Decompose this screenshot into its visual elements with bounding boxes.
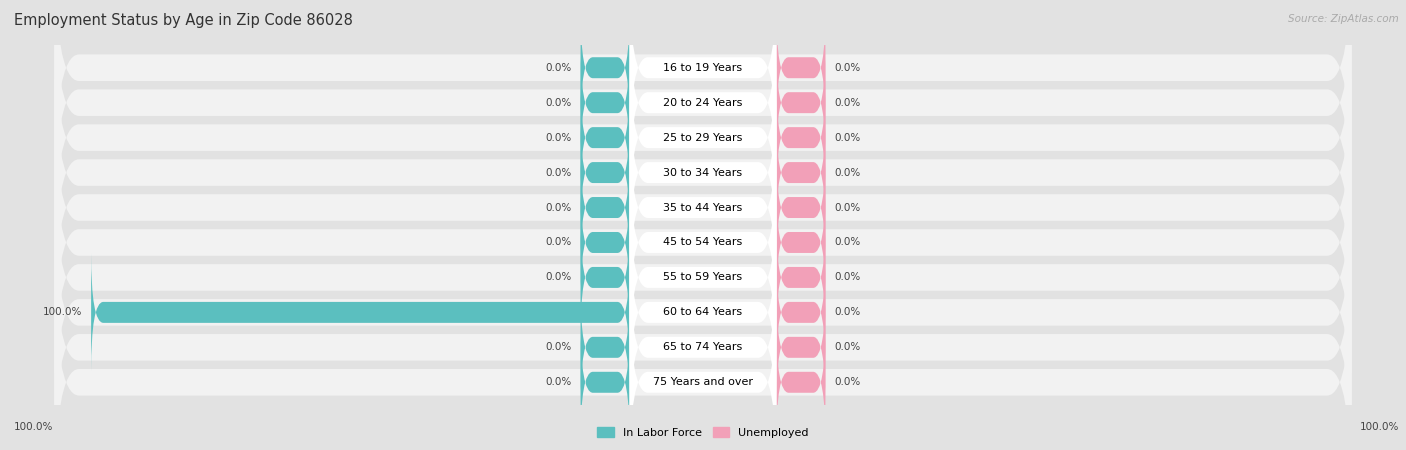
Text: 65 to 74 Years: 65 to 74 Years: [664, 342, 742, 352]
FancyBboxPatch shape: [55, 81, 1351, 334]
Text: 55 to 59 Years: 55 to 59 Years: [664, 272, 742, 283]
FancyBboxPatch shape: [55, 0, 1351, 229]
FancyBboxPatch shape: [630, 183, 776, 372]
FancyBboxPatch shape: [581, 43, 630, 162]
Text: 30 to 34 Years: 30 to 34 Years: [664, 167, 742, 178]
FancyBboxPatch shape: [55, 116, 1351, 369]
Text: 0.0%: 0.0%: [835, 133, 860, 143]
Text: 100.0%: 100.0%: [1360, 422, 1399, 432]
Text: 100.0%: 100.0%: [42, 307, 82, 317]
FancyBboxPatch shape: [776, 323, 825, 442]
FancyBboxPatch shape: [776, 113, 825, 232]
Text: 0.0%: 0.0%: [835, 98, 860, 108]
Text: 0.0%: 0.0%: [546, 238, 571, 248]
FancyBboxPatch shape: [776, 253, 825, 372]
Legend: In Labor Force, Unemployed: In Labor Force, Unemployed: [593, 423, 813, 443]
FancyBboxPatch shape: [55, 256, 1351, 450]
FancyBboxPatch shape: [776, 43, 825, 162]
FancyBboxPatch shape: [630, 218, 776, 407]
FancyBboxPatch shape: [581, 218, 630, 337]
FancyBboxPatch shape: [776, 148, 825, 267]
Text: 0.0%: 0.0%: [546, 167, 571, 178]
FancyBboxPatch shape: [55, 0, 1351, 194]
Text: 0.0%: 0.0%: [546, 133, 571, 143]
Text: Employment Status by Age in Zip Code 86028: Employment Status by Age in Zip Code 860…: [14, 14, 353, 28]
Text: 0.0%: 0.0%: [546, 202, 571, 212]
FancyBboxPatch shape: [55, 221, 1351, 450]
FancyBboxPatch shape: [630, 43, 776, 232]
FancyBboxPatch shape: [630, 78, 776, 267]
FancyBboxPatch shape: [55, 11, 1351, 264]
Text: Source: ZipAtlas.com: Source: ZipAtlas.com: [1288, 14, 1399, 23]
FancyBboxPatch shape: [776, 183, 825, 302]
FancyBboxPatch shape: [91, 253, 630, 372]
Text: 0.0%: 0.0%: [546, 377, 571, 387]
Text: 0.0%: 0.0%: [835, 63, 860, 73]
FancyBboxPatch shape: [55, 151, 1351, 404]
Text: 0.0%: 0.0%: [835, 377, 860, 387]
Text: 0.0%: 0.0%: [546, 272, 571, 283]
FancyBboxPatch shape: [630, 253, 776, 442]
FancyBboxPatch shape: [776, 288, 825, 407]
FancyBboxPatch shape: [776, 8, 825, 127]
Text: 25 to 29 Years: 25 to 29 Years: [664, 133, 742, 143]
Text: 20 to 24 Years: 20 to 24 Years: [664, 98, 742, 108]
Text: 0.0%: 0.0%: [835, 307, 860, 317]
Text: 0.0%: 0.0%: [546, 63, 571, 73]
FancyBboxPatch shape: [581, 8, 630, 127]
FancyBboxPatch shape: [630, 8, 776, 197]
FancyBboxPatch shape: [776, 78, 825, 197]
FancyBboxPatch shape: [630, 148, 776, 337]
Text: 100.0%: 100.0%: [14, 422, 53, 432]
FancyBboxPatch shape: [581, 113, 630, 232]
FancyBboxPatch shape: [630, 113, 776, 302]
Text: 0.0%: 0.0%: [835, 272, 860, 283]
FancyBboxPatch shape: [630, 288, 776, 450]
Text: 35 to 44 Years: 35 to 44 Years: [664, 202, 742, 212]
FancyBboxPatch shape: [776, 218, 825, 337]
Text: 60 to 64 Years: 60 to 64 Years: [664, 307, 742, 317]
FancyBboxPatch shape: [630, 0, 776, 162]
Text: 0.0%: 0.0%: [546, 342, 571, 352]
Text: 0.0%: 0.0%: [546, 98, 571, 108]
FancyBboxPatch shape: [581, 148, 630, 267]
FancyBboxPatch shape: [581, 323, 630, 442]
FancyBboxPatch shape: [581, 183, 630, 302]
FancyBboxPatch shape: [581, 288, 630, 407]
Text: 75 Years and over: 75 Years and over: [652, 377, 754, 387]
FancyBboxPatch shape: [55, 186, 1351, 439]
Text: 45 to 54 Years: 45 to 54 Years: [664, 238, 742, 248]
Text: 16 to 19 Years: 16 to 19 Years: [664, 63, 742, 73]
FancyBboxPatch shape: [581, 78, 630, 197]
Text: 0.0%: 0.0%: [835, 167, 860, 178]
Text: 0.0%: 0.0%: [835, 342, 860, 352]
FancyBboxPatch shape: [55, 46, 1351, 299]
Text: 0.0%: 0.0%: [835, 202, 860, 212]
Text: 0.0%: 0.0%: [835, 238, 860, 248]
